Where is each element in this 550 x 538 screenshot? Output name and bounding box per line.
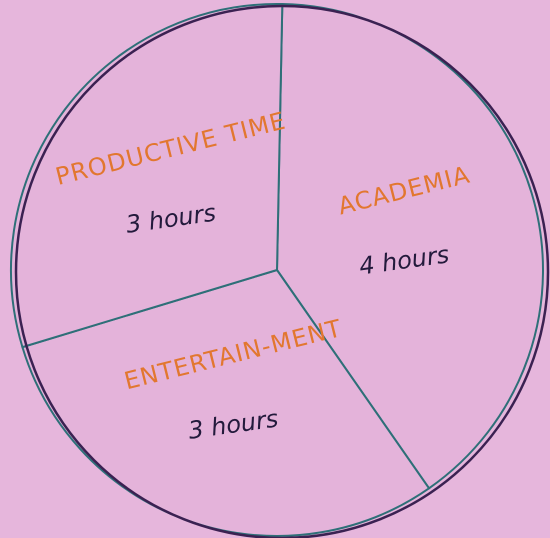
pie-slice: [10, 3, 284, 349]
pie: [10, 3, 544, 537]
pie-outline: [14, 4, 550, 538]
